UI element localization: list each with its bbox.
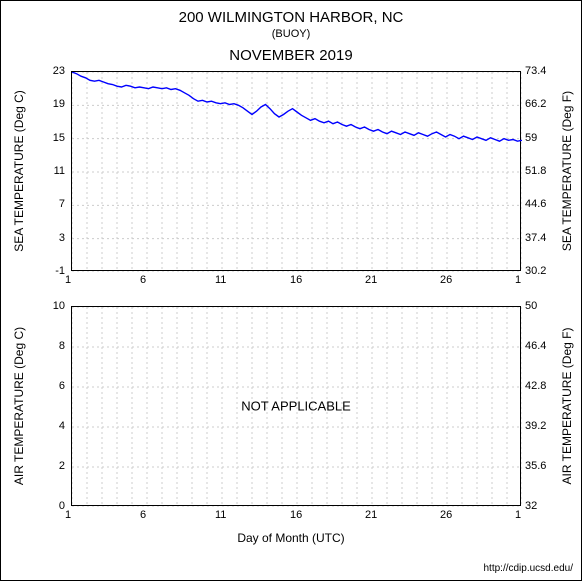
- ytick-right: 50: [525, 300, 537, 312]
- ytick-right: 66.2: [525, 98, 546, 110]
- ytick-left: 19: [53, 98, 65, 110]
- ytick-left: 6: [59, 380, 65, 392]
- ytick-right: 59: [525, 132, 537, 144]
- ytick-right: 42.8: [525, 380, 546, 392]
- ytick-right: 30.2: [525, 265, 546, 277]
- ytick-left: 2: [59, 460, 65, 472]
- xtick: 16: [290, 509, 302, 521]
- ytick-right: 46.4: [525, 340, 546, 352]
- ytick-left: 3: [59, 232, 65, 244]
- xtick: 6: [140, 274, 146, 286]
- xtick: 21: [365, 509, 377, 521]
- title-month: NOVEMBER 2019: [1, 47, 581, 64]
- ytick-left: 15: [53, 132, 65, 144]
- footer-url: http://cdip.ucsd.edu/: [483, 563, 573, 574]
- xtick: 1: [65, 274, 71, 286]
- title-main: 200 WILMINGTON HARBOR, NC: [1, 9, 581, 26]
- xtick: 16: [290, 274, 302, 286]
- xtick: 6: [140, 509, 146, 521]
- not-applicable-text: NOT APPLICABLE: [241, 399, 351, 414]
- ytick-right: 73.4: [525, 65, 546, 77]
- xtick: 11: [215, 274, 226, 286]
- xtick: 1: [515, 509, 521, 521]
- ytick-right: 44.6: [525, 198, 546, 210]
- ytick-left: -1: [55, 265, 65, 277]
- xtick: 26: [440, 274, 452, 286]
- xtick: 26: [440, 509, 452, 521]
- sea-temperature-chart: [71, 71, 521, 271]
- chart-container: 200 WILMINGTON HARBOR, NC (BUOY) NOVEMBE…: [0, 0, 582, 581]
- title-subtitle: (BUOY): [1, 28, 581, 40]
- ytick-left: 10: [53, 300, 65, 312]
- air-temp-ylabel-left: AIR TEMPERATURE (Deg C): [12, 327, 26, 485]
- ytick-left: 23: [53, 65, 65, 77]
- sea-temp-ylabel-left: SEA TEMPERATURE (Deg C): [12, 90, 26, 252]
- ytick-left: 11: [54, 165, 65, 177]
- ytick-right: 39.2: [525, 420, 546, 432]
- ytick-right: 32: [525, 500, 537, 512]
- xtick: 1: [65, 509, 71, 521]
- air-temp-ylabel-right: AIR TEMPERATURE (Deg F): [560, 328, 574, 485]
- xtick: 1: [515, 274, 521, 286]
- sea-temp-ylabel-right: SEA TEMPERATURE (Deg F): [560, 91, 574, 251]
- xtick: 11: [215, 509, 226, 521]
- xaxis-label: Day of Month (UTC): [1, 531, 581, 545]
- air-temperature-chart: NOT APPLICABLE: [71, 306, 521, 506]
- ytick-left: 4: [59, 420, 65, 432]
- ytick-left: 7: [59, 198, 65, 210]
- ytick-right: 35.6: [525, 460, 546, 472]
- xtick: 21: [365, 274, 377, 286]
- ytick-left: 8: [59, 340, 65, 352]
- ytick-right: 51.8: [525, 165, 546, 177]
- ytick-right: 37.4: [525, 232, 546, 244]
